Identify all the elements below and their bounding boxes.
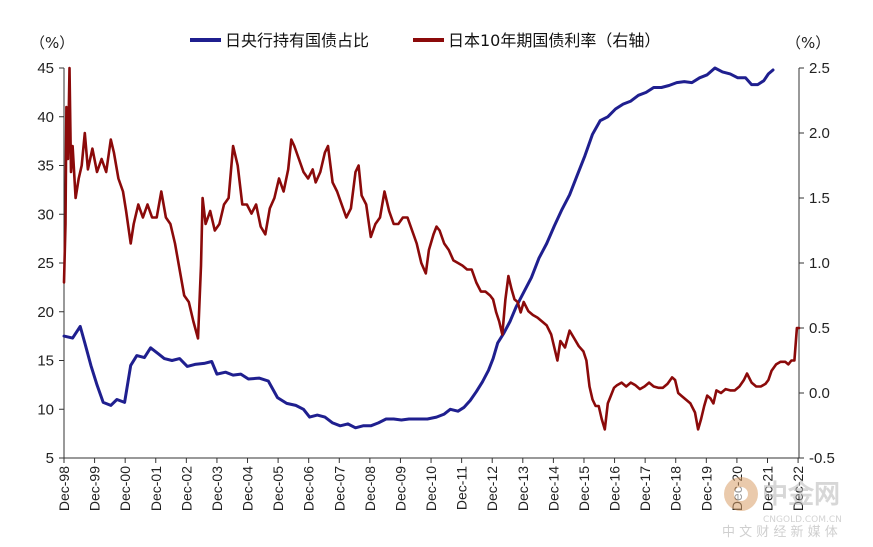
x-tick-label: Dec-13 <box>515 466 531 511</box>
x-tick-label: Dec-22 <box>790 466 806 511</box>
right-tick-label: 0.5 <box>809 320 830 337</box>
x-tick-label: Dec-19 <box>698 466 714 511</box>
left-tick-label: 40 <box>37 109 54 126</box>
left-axis-ticks: 5 10 15 20 25 30 35 40 45 <box>37 60 64 467</box>
x-tick-label: Dec-02 <box>178 466 194 511</box>
x-tick-label: Dec-16 <box>607 466 623 511</box>
x-tick-label: Dec-08 <box>362 466 378 511</box>
right-axis-unit: （%） <box>786 34 830 52</box>
left-tick-label: 15 <box>37 353 54 370</box>
x-tick-label: Dec-09 <box>392 466 408 511</box>
watermark-slogan: 中 文 财 经 新 媒 体 <box>722 524 838 540</box>
watermark-logo-inner-icon <box>734 487 748 501</box>
left-tick-label: 5 <box>46 450 54 467</box>
left-tick-label: 30 <box>37 206 54 223</box>
legend: 日央行持有国债占比 日本10年期国债利率（右轴） <box>190 31 660 50</box>
x-tick-label: Dec-00 <box>117 466 133 511</box>
left-tick-label: 10 <box>37 401 54 418</box>
x-tick-label: Dec-10 <box>423 466 439 511</box>
right-axis-ticks: -0.5 0.0 0.5 1.0 1.5 2.0 2.5 <box>799 60 835 467</box>
series-line-boj-share <box>62 66 775 430</box>
legend-label-jgb-10y: 日本10年期国债利率（右轴） <box>448 31 660 50</box>
watermark-logo-text: 中金网 <box>762 479 840 510</box>
x-tick-label: Dec-98 <box>56 466 72 511</box>
x-tick-label: Dec-18 <box>668 466 684 511</box>
x-tick-label: Dec-04 <box>240 466 256 511</box>
left-tick-label: 20 <box>37 304 54 321</box>
x-tick-label: Dec-17 <box>637 466 653 511</box>
x-tick-label: Dec-07 <box>331 466 347 511</box>
x-tick-label: Dec-99 <box>87 466 103 511</box>
right-tick-label: 0.0 <box>809 385 830 402</box>
x-tick-label: Dec-11 <box>454 466 470 510</box>
right-tick-label: 2.0 <box>809 125 830 142</box>
right-tick-label: 1.0 <box>809 255 830 272</box>
left-tick-label: 25 <box>37 255 54 272</box>
x-axis-ticks: Dec-98 Dec-99 Dec-00 Dec-01 Dec-02 Dec-03 Dec-… <box>56 458 806 511</box>
right-tick-label: -0.5 <box>809 450 835 467</box>
x-tick-label: Dec-05 <box>270 466 286 511</box>
series-line-jgb-10y <box>62 66 801 431</box>
watermark: 中金网 CNGOLD.COM.CN 中 文 财 经 新 媒 体 <box>722 477 842 540</box>
left-tick-label: 35 <box>37 158 54 175</box>
right-tick-label: 1.5 <box>809 190 830 207</box>
x-tick-label: Dec-03 <box>209 466 225 511</box>
legend-label-boj-share: 日央行持有国债占比 <box>225 31 369 50</box>
series-layer <box>62 66 801 431</box>
right-tick-label: 2.5 <box>809 60 830 77</box>
x-tick-label: Dec-21 <box>759 466 775 511</box>
x-tick-label: Dec-06 <box>301 466 317 511</box>
x-tick-label: Dec-15 <box>576 466 592 511</box>
left-tick-label: 45 <box>37 60 54 77</box>
left-axis-unit: （%） <box>30 34 74 52</box>
x-tick-label: Dec-01 <box>148 466 164 511</box>
x-tick-label: Dec-12 <box>484 466 500 511</box>
x-tick-label: Dec-14 <box>545 466 561 511</box>
watermark-site: CNGOLD.COM.CN <box>763 515 842 525</box>
